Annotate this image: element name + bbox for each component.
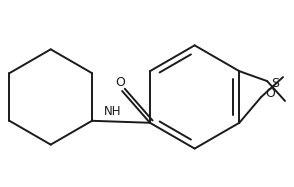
Text: S: S <box>271 77 279 90</box>
Text: O: O <box>265 88 275 100</box>
Text: NH: NH <box>104 105 122 118</box>
Text: O: O <box>115 76 125 89</box>
